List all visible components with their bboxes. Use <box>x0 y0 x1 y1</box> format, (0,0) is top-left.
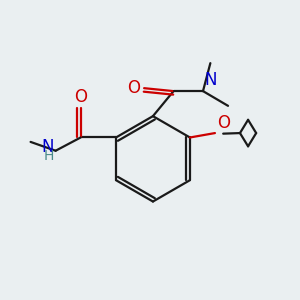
Text: O: O <box>74 88 87 106</box>
Text: O: O <box>128 79 141 97</box>
Text: O: O <box>217 114 230 132</box>
Text: H: H <box>44 149 54 163</box>
Text: N: N <box>205 71 217 89</box>
Text: N: N <box>42 138 54 156</box>
